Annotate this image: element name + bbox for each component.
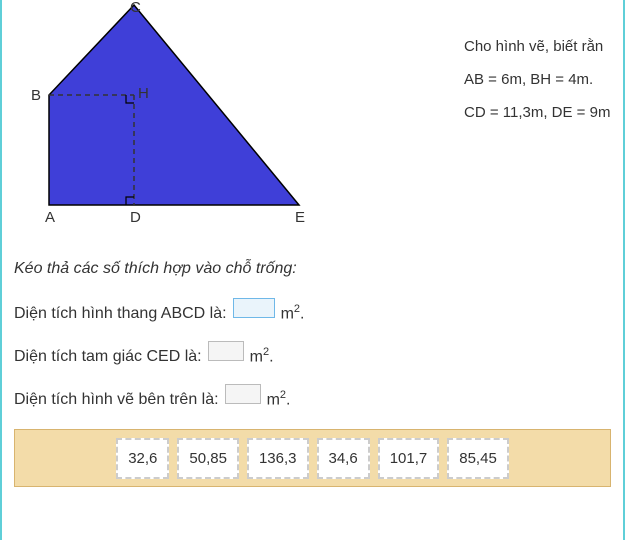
q3-unit: m2. (267, 389, 291, 409)
given-line-1: Cho hình vẽ, biết rằn (464, 30, 611, 63)
choice-0[interactable]: 32,6 (116, 438, 169, 479)
choice-2[interactable]: 136,3 (247, 438, 309, 479)
choice-1[interactable]: 50,85 (177, 438, 239, 479)
q1-blank[interactable] (233, 298, 275, 318)
question-3: Diện tích hình vẽ bên trên là: m2. (14, 384, 611, 409)
vertex-label-b: B (31, 87, 41, 104)
vertex-label-a: A (45, 209, 55, 226)
question-2: Diện tích tam giác CED là: m2. (14, 341, 611, 366)
question-1: Diện tích hình thang ABCD là: m2. (14, 298, 611, 323)
q3-blank[interactable] (225, 384, 261, 404)
q2-unit: m2. (250, 346, 274, 366)
q3-text: Diện tích hình vẽ bên trên là: (14, 391, 219, 409)
choice-4[interactable]: 101,7 (378, 438, 440, 479)
given-line-2: AB = 6m, BH = 4m. (464, 63, 611, 96)
vertex-label-h: H (138, 85, 149, 102)
q1-text: Diện tích hình thang ABCD là: (14, 305, 227, 323)
figure-svg (14, 0, 324, 230)
choice-5[interactable]: 85,45 (447, 438, 509, 479)
vertex-label-e: E (295, 209, 305, 226)
q1-unit: m2. (281, 303, 305, 323)
given-info: Cho hình vẽ, biết rằn AB = 6m, BH = 4m. … (324, 0, 611, 230)
vertex-label-d: D (130, 209, 141, 226)
given-line-3: CD = 11,3m, DE = 9m (464, 96, 611, 129)
q2-text: Diện tích tam giác CED là: (14, 348, 202, 366)
geometry-figure: A B C D E H (14, 0, 324, 230)
q2-blank[interactable] (208, 341, 244, 361)
vertex-label-c: C (130, 0, 141, 16)
choices-bar: 32,6 50,85 136,3 34,6 101,7 85,45 (14, 429, 611, 487)
instruction-text: Kéo thả các số thích hợp vào chỗ trống: (14, 260, 611, 278)
choice-3[interactable]: 34,6 (317, 438, 370, 479)
